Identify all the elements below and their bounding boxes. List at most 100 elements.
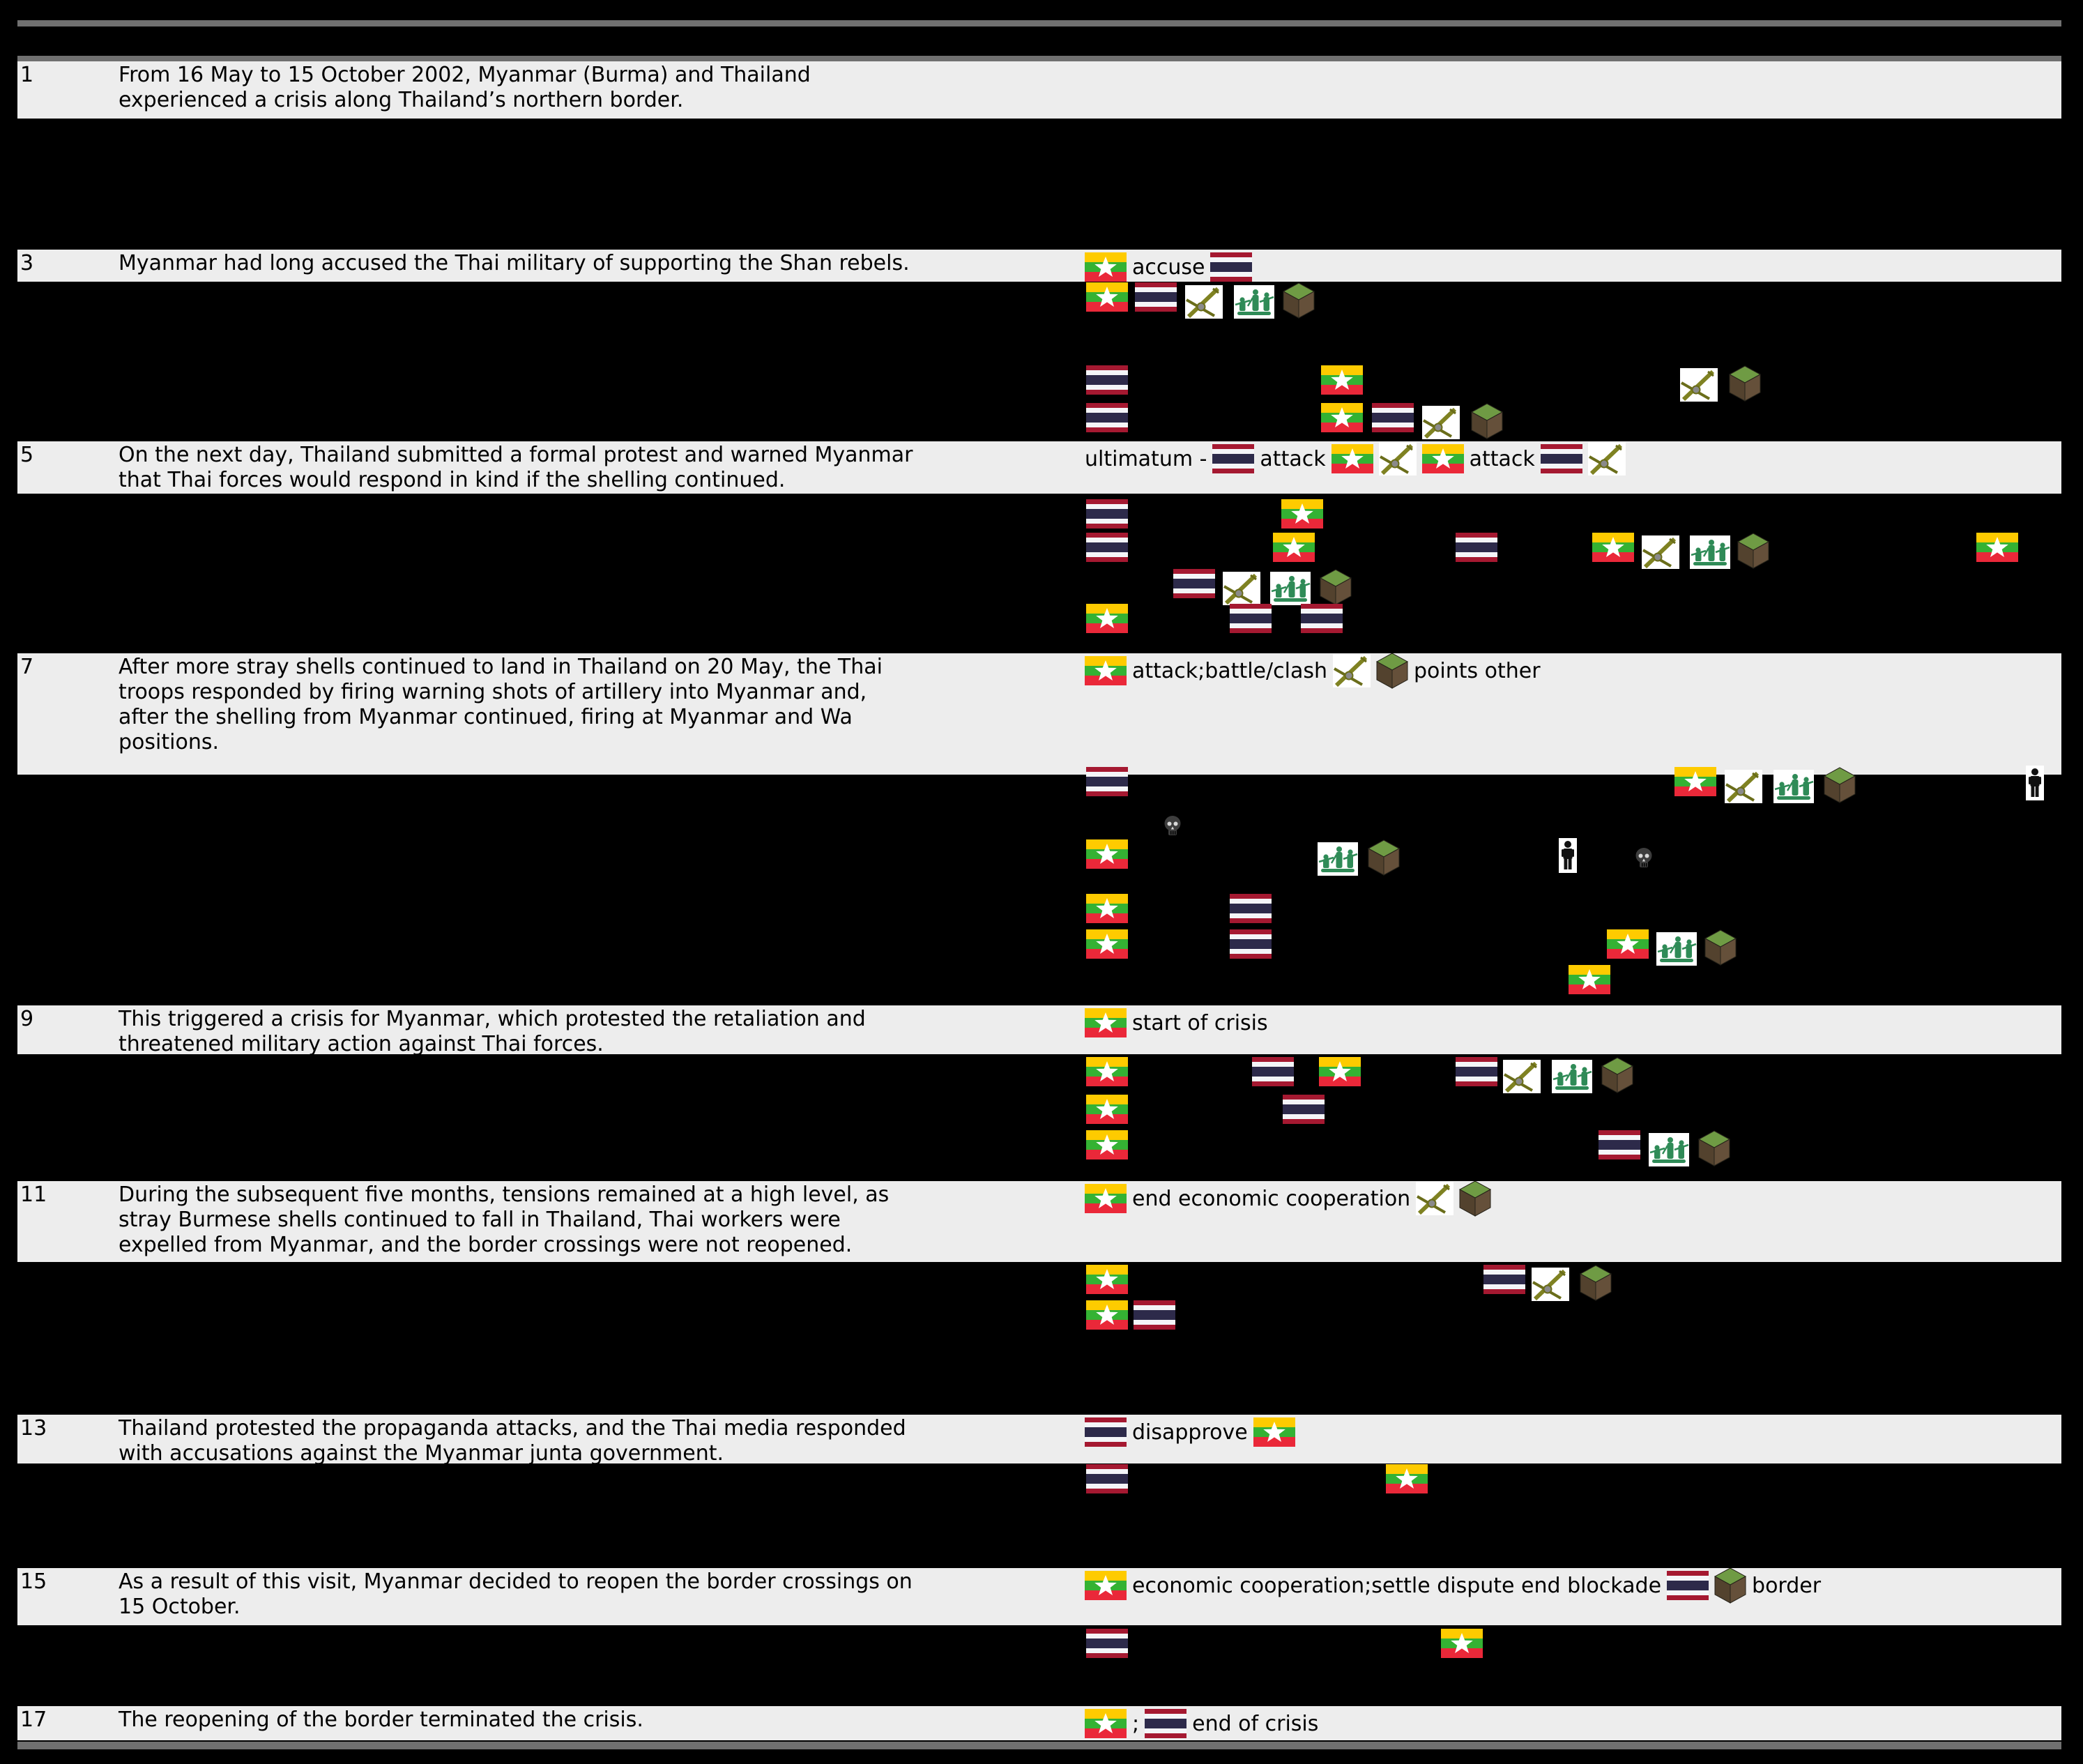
sentence-line: that Thai forces would respond in kind i… <box>119 468 786 492</box>
myanmar-flag-icon <box>1085 252 1127 282</box>
row-number: 7 <box>20 655 34 679</box>
annotation-label: attack <box>1469 446 1535 471</box>
sentence-text: On the next day, Thailand submitted a fo… <box>119 443 1088 493</box>
thailand-flag-icon <box>1086 403 1128 432</box>
myanmar-flag-icon <box>1086 1265 1128 1294</box>
thailand-flag-icon <box>1230 929 1272 959</box>
myanmar-flag-icon <box>1085 1709 1127 1738</box>
sentence-row-9: 9 This triggered a crisis for Myanmar, wh… <box>17 1005 2061 1054</box>
sentence-line: 15 October. <box>119 1595 241 1619</box>
sentence-row-11: 11 During the subsequent five months, ten… <box>17 1181 2061 1262</box>
event-annotation: start of crisis <box>1085 1005 1268 1040</box>
sentence-line: The reopening of the border terminated t… <box>119 1708 643 1732</box>
myanmar-flag-icon <box>1085 1008 1127 1037</box>
sentence-line: positions. <box>119 730 219 754</box>
sentence-row-3: 3 Myanmar had long accused the Thai milit… <box>17 250 2061 282</box>
artillery-icon <box>1422 406 1460 439</box>
terrain-block-icon <box>1714 1568 1747 1604</box>
sentence-text: Thailand protested the propaganda attack… <box>119 1416 1088 1463</box>
artillery-icon <box>1416 1182 1454 1215</box>
artillery-icon <box>1378 442 1417 476</box>
sentence-line: On the next day, Thailand submitted a fo… <box>119 443 913 467</box>
artillery-icon <box>1680 368 1718 402</box>
thailand-flag-icon <box>1086 767 1128 796</box>
event-annotation: end economic cooperation <box>1085 1181 1492 1217</box>
myanmar-flag-icon <box>1569 965 1610 994</box>
sentence-text: From 16 May to 15 October 2002, Myanmar … <box>119 63 1088 113</box>
row-number: 5 <box>20 443 34 467</box>
artillery-icon <box>1223 572 1260 605</box>
thailand-flag-icon <box>1667 1571 1709 1600</box>
sentence-text: During the subsequent five months, tensi… <box>119 1183 1088 1258</box>
sentence-text: After more stray shells continued to lan… <box>119 655 1088 755</box>
row-number: 3 <box>20 251 34 275</box>
myanmar-flag-icon <box>1281 499 1323 529</box>
annotation-label: attack;battle/clash <box>1132 658 1327 683</box>
annotation-label: ultimatum - <box>1085 446 1207 471</box>
artillery-icon <box>1185 285 1223 319</box>
thailand-flag-icon <box>1252 1057 1294 1086</box>
sentence-text: As a result of this visit, Myanmar decid… <box>119 1569 1088 1620</box>
sentence-row-1: 1 From 16 May to 15 October 2002, Myanmar… <box>17 61 2061 119</box>
artillery-icon <box>1587 442 1626 476</box>
myanmar-flag-icon <box>1085 1571 1127 1600</box>
terrain-block-icon <box>1823 767 1856 803</box>
myanmar-flag-icon <box>1319 1057 1361 1086</box>
row-number: 17 <box>20 1708 47 1732</box>
annotation-label: points other <box>1413 658 1541 683</box>
thailand-flag-icon <box>1135 282 1177 312</box>
soldiers-icon <box>1318 842 1358 876</box>
thailand-flag-icon <box>1483 1265 1525 1294</box>
thailand-flag-icon <box>1372 403 1414 432</box>
sentence-row-5: 5 On the next day, Thailand submitted a f… <box>17 441 2061 494</box>
sentence-row-15: 15 As a result of this visit, Myanmar dec… <box>17 1568 2061 1625</box>
myanmar-flag-icon <box>1321 365 1363 395</box>
thailand-flag-icon <box>1086 499 1128 529</box>
soldiers-icon <box>1234 285 1274 319</box>
sentence-row-13: 13 Thailand protested the propaganda atta… <box>17 1415 2061 1463</box>
soldiers-icon <box>1649 1133 1689 1166</box>
sentence-row-7: 7 After more stray shells continued to la… <box>17 653 2061 775</box>
annotation-label: accuse <box>1132 254 1205 280</box>
thailand-flag-icon <box>1145 1709 1187 1738</box>
event-annotation: ultimatum - attack attack <box>1085 441 1626 476</box>
annotation-label: start of crisis <box>1132 1010 1268 1035</box>
myanmar-flag-icon <box>1086 1057 1128 1086</box>
myanmar-flag-icon <box>1086 894 1128 923</box>
thailand-flag-icon <box>1086 365 1128 395</box>
myanmar-flag-icon <box>1441 1629 1483 1658</box>
annotation-label: attack <box>1260 446 1326 471</box>
sentence-line: Thailand protested the propaganda attack… <box>119 1416 906 1440</box>
terrain-block-icon <box>1470 403 1504 439</box>
myanmar-flag-icon <box>1592 533 1634 562</box>
myanmar-flag-icon <box>1273 533 1315 562</box>
myanmar-flag-icon <box>1253 1417 1295 1447</box>
thailand-flag-icon <box>1230 894 1272 923</box>
soldiers-icon <box>1773 770 1814 803</box>
artillery-icon <box>1532 1268 1569 1301</box>
soldiers-icon <box>1552 1060 1592 1093</box>
myanmar-flag-icon <box>1331 444 1373 473</box>
sentence-line: expelled from Myanmar, and the border cr… <box>119 1233 853 1257</box>
myanmar-flag-icon <box>1386 1464 1428 1493</box>
sentence-line: with accusations against the Myanmar jun… <box>119 1441 724 1463</box>
thailand-flag-icon <box>1456 1057 1497 1086</box>
thailand-flag-icon <box>1301 604 1343 633</box>
myanmar-flag-icon <box>1976 533 2018 562</box>
thailand-flag-icon <box>1086 1464 1128 1493</box>
event-annotation: economic cooperation;settle dispute end … <box>1085 1568 1821 1604</box>
soldiers-icon <box>1690 535 1730 569</box>
sentence-line: During the subsequent five months, tensi… <box>119 1183 890 1207</box>
thailand-flag-icon <box>1085 1417 1127 1447</box>
thailand-flag-icon <box>1599 1130 1640 1159</box>
sentence-row-17: 17 The reopening of the border terminated… <box>17 1706 2061 1740</box>
sentence-text: This triggered a crisis for Myanmar, whi… <box>119 1007 1088 1054</box>
row-number: 11 <box>20 1183 47 1207</box>
sentence-text: The reopening of the border terminated t… <box>119 1708 1088 1733</box>
thailand-flag-icon <box>1283 1095 1325 1124</box>
artillery-icon <box>1642 535 1679 569</box>
annotation-label: end economic cooperation <box>1132 1186 1411 1211</box>
event-annotation: disapprove <box>1085 1415 1295 1450</box>
thailand-flag-icon <box>1456 533 1497 562</box>
